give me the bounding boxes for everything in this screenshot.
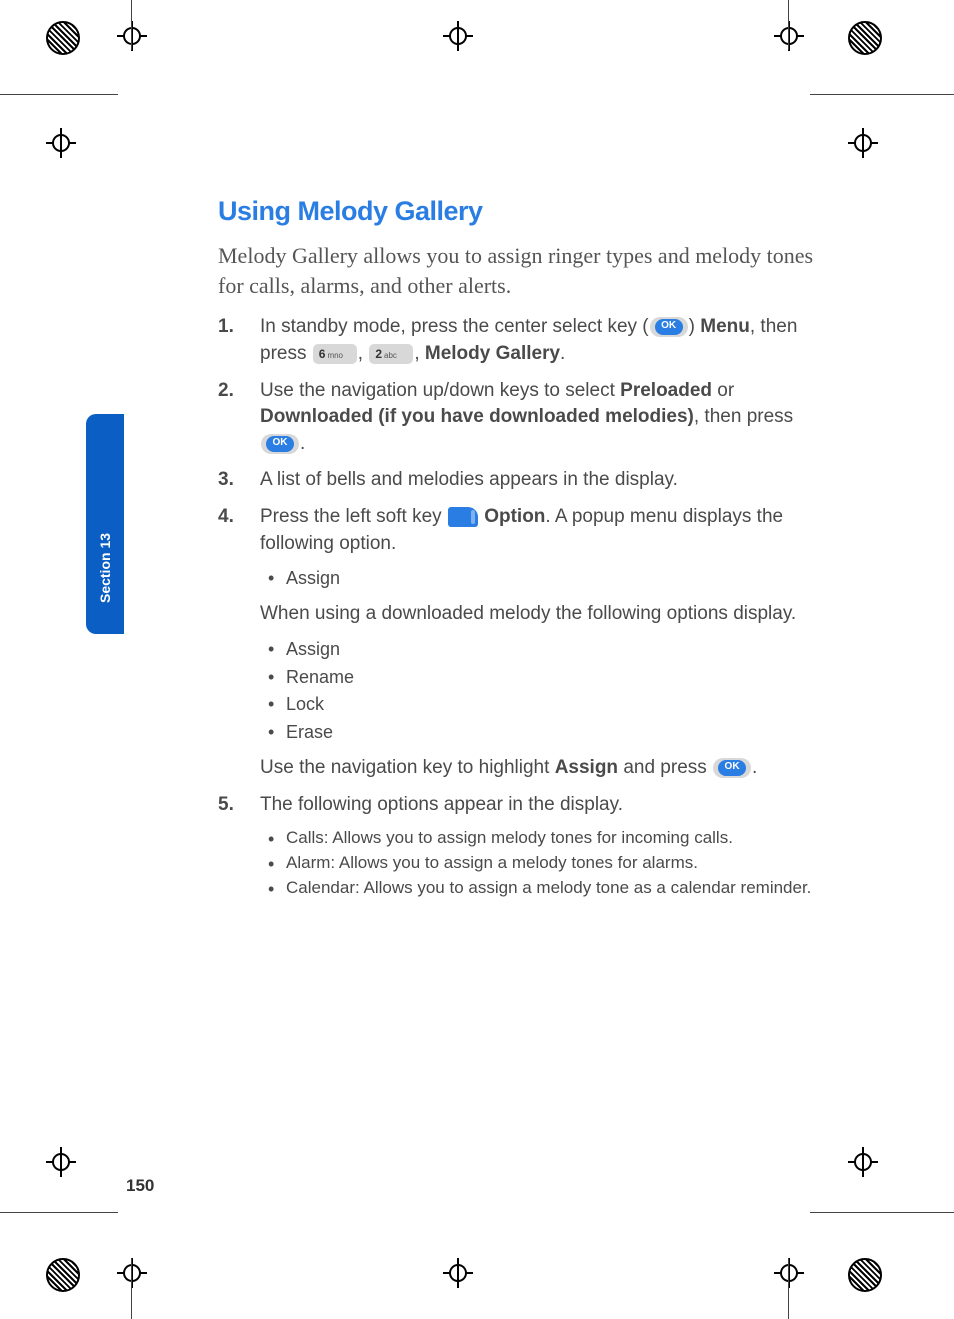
- step-text: and press: [618, 757, 712, 778]
- crop-mark-icon: [848, 21, 878, 51]
- step-text: or: [712, 380, 734, 401]
- bold-melody-gallery: Melody Gallery: [425, 343, 560, 364]
- step-4: 4. Press the left soft key Option. A pop…: [260, 504, 838, 782]
- bullet-item: Rename: [286, 664, 838, 692]
- left-softkey-icon: [448, 507, 478, 527]
- step-text: In standby mode, press the center select…: [260, 316, 649, 337]
- step-number: 3.: [218, 467, 234, 494]
- bullet-item: Alarm: Allows you to assign a melody ton…: [286, 851, 838, 876]
- step-number: 5.: [218, 792, 234, 819]
- instruction-list: 1. In standby mode, press the center sel…: [218, 314, 838, 900]
- step-text: ,: [414, 343, 425, 364]
- crop-mark-icon: [774, 1258, 804, 1288]
- numkey-6-icon: 6mno: [313, 344, 357, 364]
- bold-preloaded: Preloaded: [620, 380, 712, 401]
- crop-mark-icon: [46, 1258, 76, 1288]
- bold-menu: Menu: [700, 316, 750, 337]
- bullet-item: Calendar: Allows you to assign a melody …: [286, 876, 838, 901]
- step-subtext: When using a downloaded melody the follo…: [260, 601, 838, 628]
- option-bullets-3: Calls: Allows you to assign melody tones…: [260, 826, 838, 900]
- crop-mark-icon: [443, 1258, 473, 1288]
- crop-line: [131, 1258, 132, 1319]
- option-bullets-2: Assign Rename Lock Erase: [260, 636, 838, 748]
- intro-text: Melody Gallery allows you to assign ring…: [218, 241, 838, 300]
- step-number: 4.: [218, 504, 234, 531]
- bold-downloaded: Downloaded (if you have downloaded melod…: [260, 406, 694, 427]
- step-text: Use the navigation key to highlight: [260, 757, 555, 778]
- crop-mark-icon: [848, 1147, 878, 1177]
- bold-option: Option: [484, 506, 545, 527]
- step-text: ): [689, 316, 701, 337]
- step-text: .: [752, 757, 757, 778]
- bullet-item: Assign: [286, 565, 838, 593]
- ok-key-icon: [261, 434, 299, 454]
- crop-mark-icon: [443, 21, 473, 51]
- step-text: A list of bells and melodies appears in …: [260, 469, 678, 490]
- section-tab: Section 13: [86, 414, 124, 634]
- bullet-item: Assign: [286, 636, 838, 664]
- crop-mark-icon: [117, 21, 147, 51]
- crop-line: [131, 0, 132, 50]
- bold-assign: Assign: [555, 757, 618, 778]
- page-content: Using Melody Gallery Melody Gallery allo…: [218, 196, 838, 910]
- crop-mark-icon: [848, 128, 878, 158]
- crop-mark-icon: [848, 1258, 878, 1288]
- step-1: 1. In standby mode, press the center sel…: [260, 314, 838, 367]
- step-text: Press the left soft key: [260, 506, 447, 527]
- bullet-item: Erase: [286, 719, 838, 747]
- page-title: Using Melody Gallery: [218, 196, 838, 227]
- crop-mark-icon: [46, 1147, 76, 1177]
- step-text: , then press: [694, 406, 793, 427]
- step-number: 2.: [218, 378, 234, 405]
- crop-line: [810, 94, 954, 95]
- step-number: 1.: [218, 314, 234, 341]
- option-bullets-1: Assign: [260, 565, 838, 593]
- step-text: ,: [358, 343, 369, 364]
- bullet-item: Lock: [286, 691, 838, 719]
- step-tail: Use the navigation key to highlight Assi…: [260, 755, 838, 782]
- step-3: 3. A list of bells and melodies appears …: [260, 467, 838, 494]
- crop-line: [788, 0, 789, 50]
- crop-line: [810, 1212, 954, 1213]
- numkey-2-icon: 2abc: [369, 344, 413, 364]
- crop-line: [0, 1212, 118, 1213]
- crop-line: [788, 1258, 789, 1319]
- page-number: 150: [126, 1176, 154, 1196]
- step-text: The following options appear in the disp…: [260, 794, 623, 815]
- ok-key-icon: [650, 317, 688, 337]
- step-text: Use the navigation up/down keys to selec…: [260, 380, 620, 401]
- crop-mark-icon: [774, 21, 804, 51]
- step-2: 2. Use the navigation up/down keys to se…: [260, 378, 838, 458]
- ok-key-icon: [713, 758, 751, 778]
- section-tab-label: Section 13: [97, 533, 113, 603]
- step-text: .: [560, 343, 565, 364]
- crop-line: [0, 94, 118, 95]
- crop-mark-icon: [46, 128, 76, 158]
- bullet-item: Calls: Allows you to assign melody tones…: [286, 826, 838, 851]
- crop-mark-icon: [46, 21, 76, 51]
- step-5: 5. The following options appear in the d…: [260, 792, 838, 901]
- crop-mark-icon: [117, 1258, 147, 1288]
- step-text: .: [300, 433, 305, 454]
